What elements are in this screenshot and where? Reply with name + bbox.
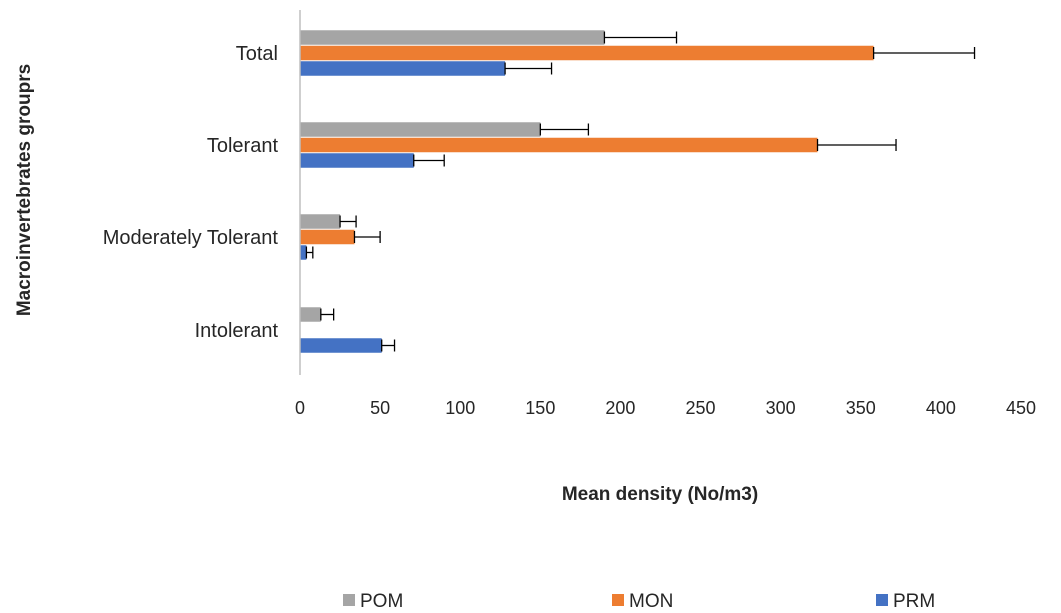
x-tick-label: 50 [370,398,390,418]
x-tick-label: 300 [766,398,796,418]
category-label: Total [236,43,278,65]
x-tick-label: 150 [525,398,555,418]
error-bar-pom-0 [603,31,678,44]
x-axis-title: Mean density (No/m3) [562,484,758,505]
legend-item-prm: PRM [876,591,935,612]
bar-prm-1 [300,153,414,168]
bar-prm-3 [300,338,382,353]
bar-mon-1 [300,137,818,153]
x-tick-label: 0 [295,398,305,418]
error-bar-mon-0 [872,47,976,59]
category-labels: Total Tolerant Moderately Tolerant Intolera… [103,43,279,342]
legend-item-mon: MON [612,591,673,612]
legend-swatch [343,594,355,606]
bar-pom-3 [300,307,321,322]
bar-mon-0 [300,45,874,61]
legend-label: POM [360,591,403,612]
legend-label: PRM [893,591,935,612]
x-tick-label: 400 [926,398,956,418]
bar-prm-0 [300,61,506,76]
bar-prm-2 [300,245,307,260]
bars-layer [300,30,874,353]
error-bars-layer [305,31,976,352]
error-bar-prm-2 [305,246,314,259]
bar-pom-2 [300,214,341,229]
x-tick-labels: 0 50 100 150 200 250 300 350 400 450 [295,398,1036,418]
error-bar-mon-2 [353,231,381,243]
x-tick-label: 250 [686,398,716,418]
legend-label: MON [629,591,673,612]
bar-pom-0 [300,30,605,45]
x-tick-label: 450 [1006,398,1036,418]
error-bar-prm-1 [413,154,445,167]
error-bar-pom-3 [320,308,335,321]
x-tick-label: 200 [605,398,635,418]
x-tick-label: 100 [445,398,475,418]
bar-pom-1 [300,122,541,137]
error-bar-pom-2 [339,215,357,228]
y-axis-title: Macroinvertebrates grouprs [14,64,35,316]
error-bar-prm-3 [381,339,396,352]
legend: POM MON PRM [343,591,935,612]
error-bar-mon-1 [816,139,897,151]
x-tick-label: 350 [846,398,876,418]
legend-swatch [612,594,624,606]
category-label: Tolerant [207,135,279,157]
bar-mon-2 [300,229,355,245]
error-bar-prm-0 [504,62,553,75]
category-label: Intolerant [195,320,279,342]
legend-swatch [876,594,888,606]
error-bar-pom-1 [539,123,590,136]
category-label: Moderately Tolerant [103,227,279,249]
legend-item-pom: POM [343,591,403,612]
